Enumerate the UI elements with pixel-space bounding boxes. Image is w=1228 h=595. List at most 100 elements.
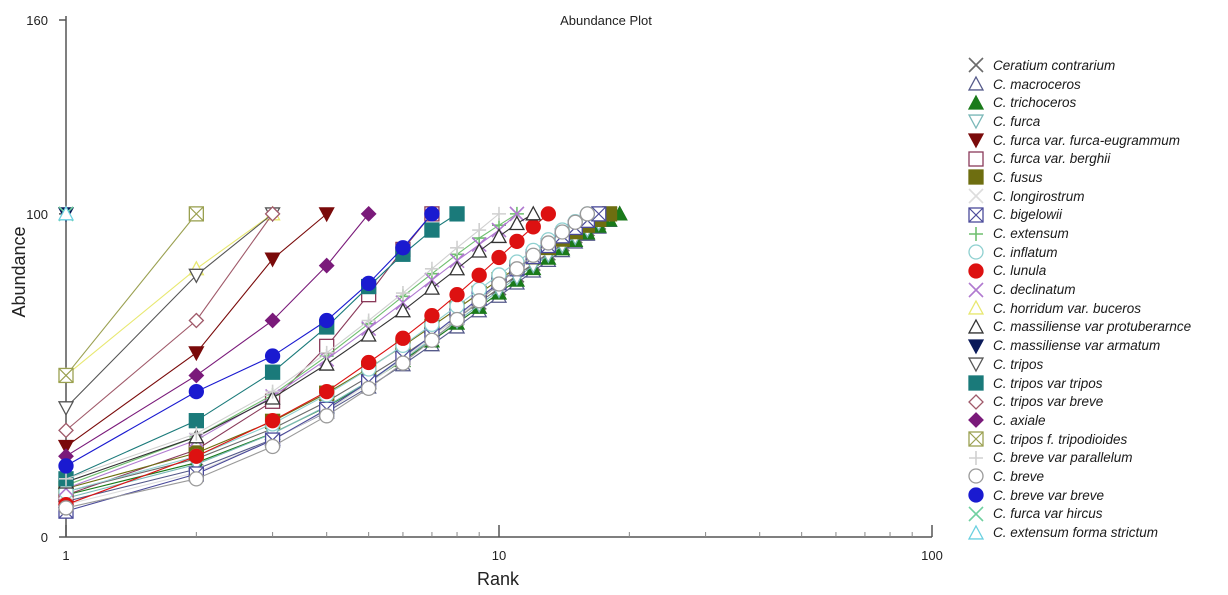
data-point-marker	[471, 242, 488, 258]
legend-item: C. trichoceros	[966, 93, 1226, 112]
data-point-marker	[491, 249, 507, 266]
legend-label: C. breve var breve	[993, 487, 1105, 503]
data-point-marker	[967, 339, 985, 355]
legend-marker	[967, 114, 985, 130]
data-point-marker	[540, 235, 556, 251]
data-point-marker	[265, 384, 280, 399]
data-point-marker	[395, 330, 411, 346]
legend-item: C. bigelowii	[966, 206, 1226, 225]
legend-label: Ceratium contrarium	[993, 57, 1116, 73]
chart-title: Abundance Plot	[560, 13, 652, 28]
legend-label: C. tripos f. tripodioides	[993, 431, 1128, 447]
series-22	[58, 206, 596, 516]
data-point-marker	[264, 413, 281, 429]
series-4	[57, 207, 335, 455]
data-point-marker	[423, 279, 441, 295]
legend-item: C. furca var. furca-eugrammum	[966, 131, 1226, 150]
data-point-marker	[492, 206, 506, 221]
data-point-marker	[968, 412, 984, 429]
data-point-marker	[264, 438, 281, 455]
data-point-marker	[188, 312, 205, 329]
legend-label: C. extensum forma strictum	[993, 525, 1159, 541]
series-14	[57, 205, 542, 489]
legend-marker	[968, 169, 984, 186]
legend-marker	[968, 412, 984, 429]
data-point-marker	[509, 233, 525, 249]
series-line	[65, 213, 433, 467]
data-point-marker	[264, 348, 281, 364]
series-18	[58, 205, 281, 439]
legend-label: C. longirostrum	[993, 188, 1085, 204]
data-point-marker	[318, 257, 335, 274]
y-tick-label: 0	[41, 530, 48, 545]
data-point-marker	[424, 222, 440, 238]
data-point-marker	[318, 207, 335, 223]
legend-label: C. horridum var. buceros	[993, 300, 1142, 316]
data-point-marker	[490, 228, 508, 244]
legend-item: C. extensum	[966, 224, 1226, 243]
legend-label: C. breve	[993, 468, 1045, 484]
data-point-marker-cross	[968, 207, 984, 223]
legend-marker	[968, 468, 984, 485]
data-point-marker	[968, 468, 984, 485]
data-point-marker	[360, 326, 377, 342]
data-point-marker	[264, 364, 281, 380]
data-point-marker	[319, 383, 335, 400]
data-point-marker	[57, 205, 75, 221]
data-point-marker	[424, 308, 440, 324]
data-point-marker	[449, 287, 465, 303]
data-point-marker	[448, 260, 466, 276]
data-point-marker	[360, 205, 377, 222]
data-point-marker	[395, 240, 411, 256]
axes: 0 100 160 1 10 100	[26, 13, 943, 563]
legend-marker	[967, 94, 985, 110]
data-point-marker	[264, 205, 281, 222]
x-tick-label: 1	[62, 548, 69, 563]
data-point-marker	[361, 313, 376, 328]
data-point-marker	[525, 247, 541, 263]
series-25	[57, 205, 75, 221]
data-point-marker	[188, 471, 204, 487]
data-point-marker	[968, 375, 984, 391]
legend-item: C. breve var parallelum	[966, 448, 1226, 467]
legend-item: C. extensum forma strictum	[966, 523, 1226, 542]
legend-item: C. inflatum	[966, 243, 1226, 262]
legend-marker	[969, 226, 983, 241]
data-point-marker	[525, 205, 542, 221]
series-layer	[57, 205, 628, 519]
data-point-marker	[361, 380, 377, 397]
series-line	[65, 213, 500, 480]
data-point-marker	[472, 223, 487, 238]
data-point-marker	[967, 114, 985, 130]
y-axis-label: Abundance	[9, 226, 29, 317]
data-point-marker-cross	[591, 206, 607, 222]
data-point-marker	[967, 299, 985, 315]
legend-marker	[968, 263, 984, 279]
data-point-marker	[188, 413, 204, 429]
data-point-marker	[264, 312, 281, 329]
legend-item: C. longirostrum	[966, 187, 1226, 206]
data-point-marker	[424, 261, 439, 276]
data-point-marker	[969, 450, 983, 465]
legend-item: C. lunula	[966, 262, 1226, 281]
x-axis-label: Rank	[477, 569, 520, 589]
series-7	[58, 206, 607, 513]
data-point-marker	[57, 401, 75, 417]
data-point-marker	[58, 422, 74, 439]
legend-item: C. furca var hircus	[966, 505, 1226, 524]
legend-item: C. massiliense var armatum	[966, 336, 1226, 355]
data-point-marker	[319, 345, 334, 360]
data-point-marker	[471, 293, 487, 309]
legend-marker	[969, 450, 983, 465]
data-point-marker	[540, 206, 556, 222]
series-16	[57, 207, 281, 417]
legend-item: C. tripos f. tripodioides	[966, 430, 1226, 449]
data-point-marker	[319, 312, 335, 329]
legend-marker	[968, 188, 984, 204]
data-point-marker	[318, 355, 335, 371]
data-point-marker	[188, 346, 205, 362]
legend-marker	[968, 431, 984, 447]
data-point-marker	[395, 286, 410, 301]
series-line	[65, 213, 273, 409]
